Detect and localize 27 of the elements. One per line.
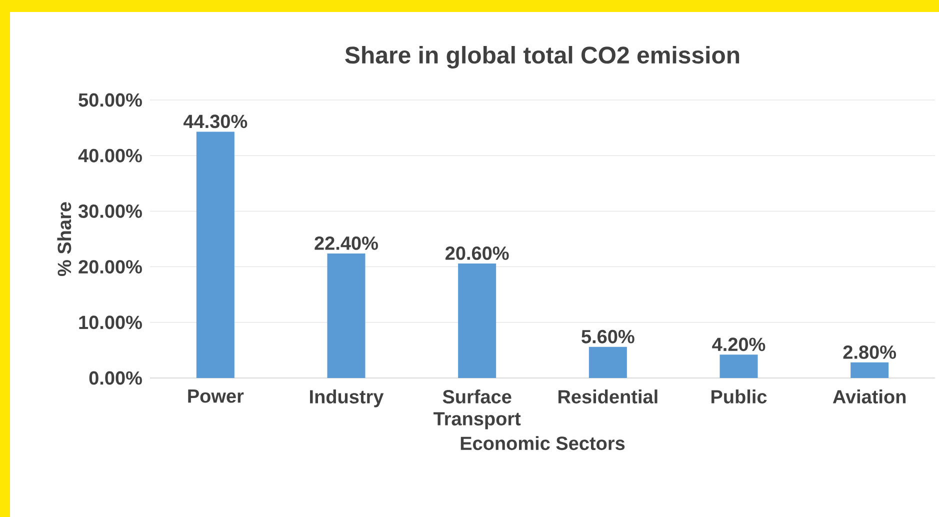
x-tick-label: Power — [188, 390, 244, 403]
bar — [196, 132, 234, 378]
y-tick-label: 40.00% — [78, 148, 142, 162]
x-tick-label: Aviation — [832, 390, 906, 404]
y-tick-label: 20.00% — [78, 260, 142, 274]
data-label: 20.60% — [446, 246, 509, 260]
data-label: 2.80% — [843, 345, 896, 359]
bar — [588, 346, 627, 378]
bar — [720, 354, 758, 378]
data-label: 5.60% — [582, 330, 634, 344]
x-tick-label: Residential — [558, 390, 658, 404]
bar — [327, 253, 366, 378]
data-label: 44.30% — [183, 114, 248, 128]
x-tick-label: Public — [712, 390, 767, 404]
x-tick-label: Surface Transport — [433, 390, 521, 430]
x-tick-label: Industry — [310, 390, 384, 408]
x-axis-title: Economic Sectors — [460, 436, 625, 450]
y-axis-title: % Share — [57, 202, 72, 276]
data-label: 4.20% — [712, 338, 766, 352]
bar — [458, 263, 496, 378]
chart-title: Share in global total CO2 emission — [345, 46, 740, 68]
y-tick-label: 50.00% — [78, 93, 142, 107]
data-label: 22.40% — [314, 236, 378, 250]
y-tick-label: 10.00% — [79, 316, 142, 330]
y-tick-label: 30.00% — [78, 204, 142, 218]
bar — [850, 362, 889, 378]
y-tick-label: 0.00% — [89, 371, 142, 385]
